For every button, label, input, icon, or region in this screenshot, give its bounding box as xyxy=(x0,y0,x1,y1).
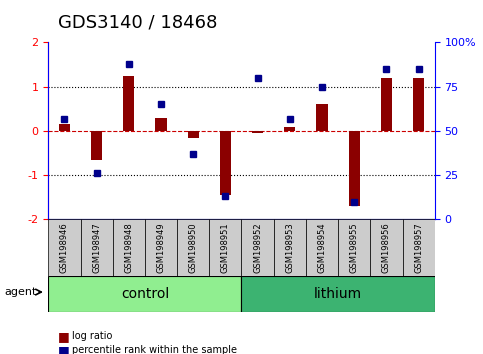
Text: GSM198946: GSM198946 xyxy=(60,222,69,273)
FancyBboxPatch shape xyxy=(177,219,209,276)
FancyBboxPatch shape xyxy=(338,219,370,276)
FancyBboxPatch shape xyxy=(242,276,435,312)
Bar xyxy=(349,131,360,206)
FancyBboxPatch shape xyxy=(48,276,242,312)
FancyBboxPatch shape xyxy=(145,219,177,276)
Text: agent: agent xyxy=(5,287,37,297)
Bar xyxy=(413,78,424,131)
Text: GSM198948: GSM198948 xyxy=(124,222,133,273)
Bar xyxy=(187,131,199,138)
Bar xyxy=(91,131,102,160)
Text: GSM198952: GSM198952 xyxy=(253,222,262,273)
Bar xyxy=(284,127,296,131)
Text: GSM198954: GSM198954 xyxy=(317,222,327,273)
Bar xyxy=(220,131,231,195)
Text: GSM198947: GSM198947 xyxy=(92,222,101,273)
Text: GSM198955: GSM198955 xyxy=(350,222,359,273)
Bar xyxy=(316,104,327,131)
FancyBboxPatch shape xyxy=(274,219,306,276)
Bar xyxy=(123,76,134,131)
FancyBboxPatch shape xyxy=(242,219,274,276)
Text: GSM198949: GSM198949 xyxy=(156,222,166,273)
Text: control: control xyxy=(121,287,169,301)
Text: GSM198951: GSM198951 xyxy=(221,222,230,273)
Text: log ratio: log ratio xyxy=(72,331,113,341)
Text: GDS3140 / 18468: GDS3140 / 18468 xyxy=(58,14,217,32)
FancyBboxPatch shape xyxy=(113,219,145,276)
Text: GSM198956: GSM198956 xyxy=(382,222,391,273)
Text: GSM198957: GSM198957 xyxy=(414,222,423,273)
Text: GSM198953: GSM198953 xyxy=(285,222,294,273)
Bar xyxy=(381,78,392,131)
Bar xyxy=(59,124,70,131)
FancyBboxPatch shape xyxy=(306,219,338,276)
Text: ■: ■ xyxy=(58,330,70,343)
Text: GSM198950: GSM198950 xyxy=(189,222,198,273)
Text: lithium: lithium xyxy=(314,287,362,301)
Text: ■: ■ xyxy=(58,344,70,354)
Text: percentile rank within the sample: percentile rank within the sample xyxy=(72,346,238,354)
Bar xyxy=(156,118,167,131)
FancyBboxPatch shape xyxy=(209,219,242,276)
FancyBboxPatch shape xyxy=(81,219,113,276)
FancyBboxPatch shape xyxy=(402,219,435,276)
Bar xyxy=(252,131,263,133)
FancyBboxPatch shape xyxy=(48,219,81,276)
FancyBboxPatch shape xyxy=(370,219,402,276)
